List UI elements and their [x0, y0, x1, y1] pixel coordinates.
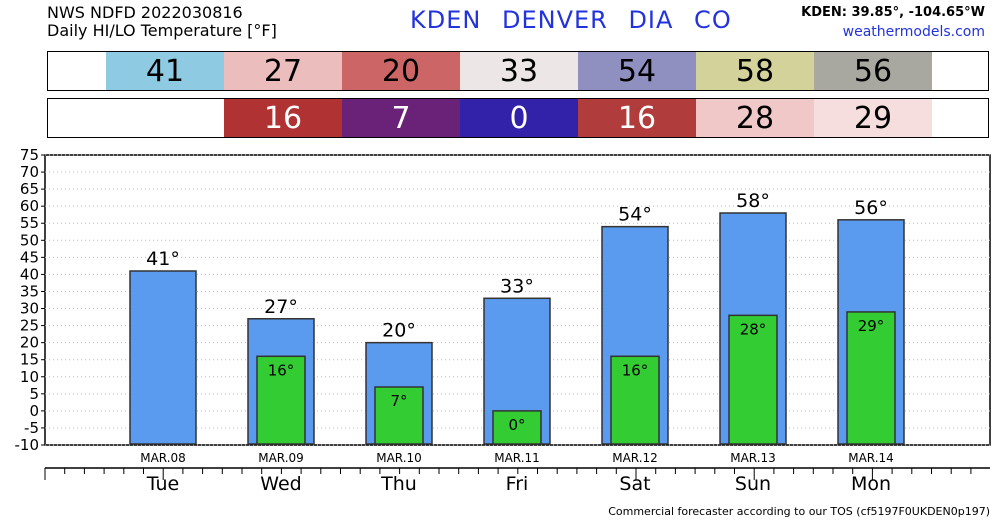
high-label-tue: 41° — [146, 248, 180, 270]
day-label: Thu — [380, 473, 417, 495]
date-label: MAR.13 — [730, 451, 776, 465]
y-tick-label: -5 — [24, 419, 39, 437]
lo-cell-sat: 16 — [578, 99, 696, 137]
y-tick-label: 65 — [20, 180, 39, 198]
y-tick-label: 70 — [20, 163, 39, 181]
footer-note: Commercial forecaster according to our T… — [608, 505, 990, 518]
header-line1: NWS NDFD 2022030816 — [47, 3, 243, 22]
low-label-fri: 0° — [508, 416, 525, 434]
low-label-thu: 7° — [390, 392, 407, 410]
low-bar-wed — [256, 355, 306, 445]
low-bar-fri — [492, 410, 542, 445]
y-tick-label: 50 — [20, 231, 39, 249]
y-tick-label: 10 — [20, 368, 39, 386]
low-bar-mon — [846, 311, 896, 445]
date-label: MAR.11 — [494, 451, 540, 465]
y-tick-label: 35 — [20, 282, 39, 300]
high-label-mon: 56° — [854, 197, 888, 219]
y-tick-label: 30 — [20, 300, 39, 318]
header-line2: Daily HI/LO Temperature [°F] — [47, 21, 277, 40]
station-title: KDEN DENVER DIA CO — [410, 6, 732, 34]
date-label: MAR.14 — [848, 451, 894, 465]
y-tick-label: 75 — [20, 146, 39, 164]
low-bar-thu — [374, 386, 424, 445]
low-bar-sun — [728, 314, 778, 445]
date-label: MAR.09 — [258, 451, 304, 465]
high-label-sat: 54° — [618, 204, 652, 226]
low-label-sun: 28° — [740, 320, 767, 338]
high-label-thu: 20° — [382, 320, 416, 342]
y-tick-label: 0 — [29, 402, 39, 420]
day-label: Sun — [735, 473, 771, 495]
day-label: Fri — [506, 473, 529, 495]
lo-cell-thu: 7 — [342, 99, 460, 137]
y-tick-label: 20 — [20, 334, 39, 352]
day-label: Wed — [260, 473, 301, 495]
day-label: Mon — [851, 473, 891, 495]
hi-cell-wed: 27 — [224, 52, 342, 90]
hi-cell-fri: 33 — [460, 52, 578, 90]
y-tick-label: 15 — [20, 351, 39, 369]
y-tick-label: 60 — [20, 197, 39, 215]
day-label: Tue — [146, 473, 179, 495]
low-label-sat: 16° — [622, 361, 649, 379]
high-temp-band: 41 27 20 33 54 58 56 — [47, 51, 989, 91]
site-link[interactable]: weathermodels.com — [842, 24, 985, 40]
high-label-sun: 58° — [736, 190, 770, 212]
high-label-wed: 27° — [264, 296, 298, 318]
lo-cell-mon: 29 — [814, 99, 932, 137]
y-tick-label: 45 — [20, 248, 39, 266]
hi-cell-thu: 20 — [342, 52, 460, 90]
y-tick-label: -10 — [15, 436, 40, 454]
date-label: MAR.12 — [612, 451, 658, 465]
hi-cell-sat: 54 — [578, 52, 696, 90]
coordinates: KDEN: 39.85°, -104.65°W — [801, 5, 985, 20]
low-label-wed: 16° — [268, 361, 295, 379]
low-temp-band: 16 7 0 16 28 29 — [47, 98, 989, 138]
low-label-mon: 29° — [858, 317, 885, 335]
y-tick-label: 25 — [20, 317, 39, 335]
y-tick-label: 5 — [29, 385, 39, 403]
lo-cell-fri: 0 — [460, 99, 578, 137]
date-label: MAR.10 — [376, 451, 422, 465]
y-tick-label: 55 — [20, 214, 39, 232]
low-bar-sat — [610, 355, 660, 445]
lo-cell-sun: 28 — [696, 99, 814, 137]
high-label-fri: 33° — [500, 275, 534, 297]
hi-cell-sun: 58 — [696, 52, 814, 90]
day-label: Sat — [619, 473, 650, 495]
hi-cell-tue: 41 — [106, 52, 224, 90]
y-tick-label: 40 — [20, 265, 39, 283]
hi-cell-mon: 56 — [814, 52, 932, 90]
temperature-chart: 757065605550454035302520151050-5-1041°MA… — [15, 146, 991, 495]
lo-cell-wed: 16 — [224, 99, 342, 137]
date-label: MAR.08 — [140, 451, 186, 465]
high-bar-tue — [129, 270, 197, 445]
